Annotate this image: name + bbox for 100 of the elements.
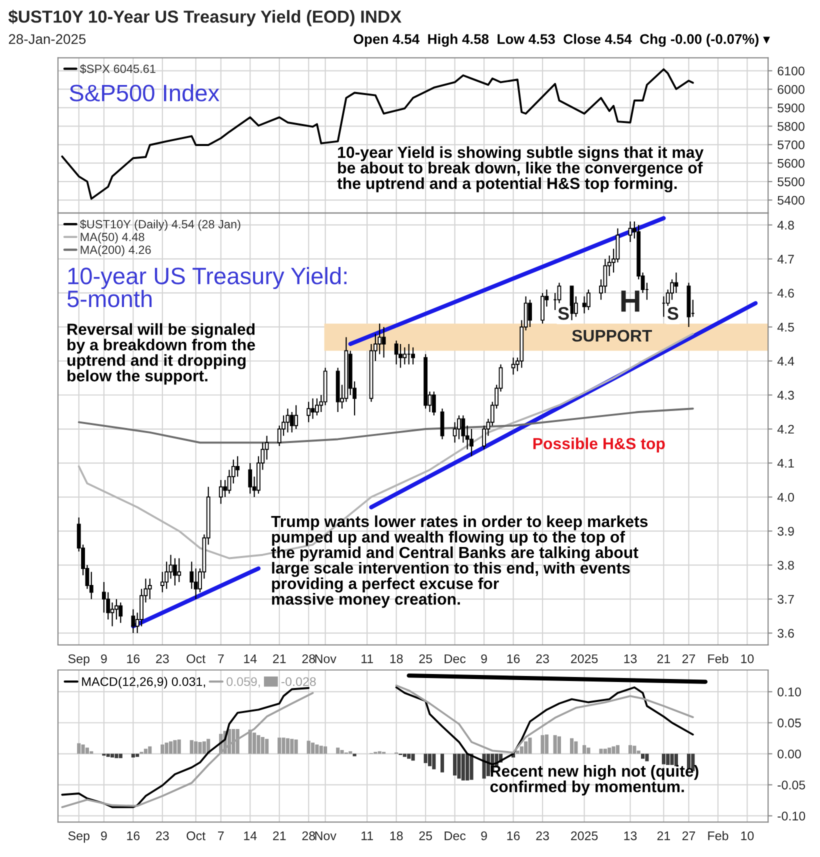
- candlestick: [306, 401, 311, 423]
- candlestick: [310, 398, 315, 420]
- bar: [315, 744, 319, 754]
- candlestick: [402, 346, 407, 365]
- bar: [457, 754, 461, 779]
- x-tick-label: Feb: [708, 654, 728, 664]
- bar: [557, 736, 562, 754]
- candlestick: [616, 228, 620, 263]
- candlestick: [248, 462, 252, 494]
- y-tick-label: 5500: [778, 177, 804, 186]
- candlestick: [290, 411, 294, 433]
- bar: [202, 741, 206, 754]
- y-tick-label: 3.8: [778, 560, 794, 570]
- y-tick-label: 4.2: [777, 424, 794, 434]
- bar: [440, 754, 444, 772]
- legend-label: MA(50) 4.48: [80, 232, 144, 244]
- bar: [599, 748, 603, 754]
- x-tick-label: 11: [362, 654, 373, 664]
- bar: [144, 748, 148, 754]
- bar: [190, 740, 194, 754]
- x-tick-label: 27: [682, 831, 696, 840]
- chart-subtitle: 28-Jan-2025: [8, 34, 86, 44]
- x-tick-label: 13: [624, 654, 637, 664]
- legend-label: 0.059,: [226, 677, 260, 688]
- x-tick-label: 23: [536, 831, 549, 840]
- annotation: Recent new high not (quite) confirmed by momentum.: [490, 765, 698, 796]
- bar: [632, 746, 636, 754]
- bar: [524, 741, 528, 754]
- legend-label: MACD(12,26,9) 0.031,: [82, 676, 206, 689]
- bar: [586, 748, 590, 754]
- bar: [173, 740, 177, 754]
- candlestick: [394, 340, 398, 365]
- annotation: $UST10Y (Daily) 4.54 (28 Jan): [80, 220, 240, 231]
- bar: [666, 754, 670, 765]
- y-tick-label: 6000: [778, 85, 804, 94]
- bar: [136, 754, 140, 757]
- x-tick-label: 16: [507, 654, 520, 664]
- candlestick: [148, 578, 152, 600]
- bar: [177, 740, 181, 754]
- x-tick-label: 9: [101, 654, 107, 664]
- x-tick-label: 10: [741, 654, 754, 664]
- y-tick-label: 4.1: [777, 458, 794, 468]
- bar: [118, 754, 122, 758]
- annotation: Possible H&S top: [533, 438, 665, 452]
- x-tick-label: Oct: [186, 831, 206, 840]
- annotation: S: [558, 307, 569, 320]
- candlestick: [218, 479, 223, 504]
- legend-label: $SPX 6045.61: [80, 64, 156, 74]
- legend-label: MA(200) 4.26: [80, 245, 151, 256]
- x-tick-label: 16: [507, 831, 520, 840]
- band-label: SUPPORT: [572, 330, 652, 342]
- x-tick-label: 23: [536, 654, 549, 664]
- bar: [294, 740, 298, 754]
- bar: [645, 754, 649, 762]
- x-tick-label: Nov: [315, 832, 336, 840]
- y-tick-label: 3.9: [778, 526, 794, 536]
- bar: [603, 748, 607, 754]
- bar: [570, 738, 574, 754]
- x-tick-label: Nov: [315, 654, 336, 664]
- x-tick-label: 21: [273, 831, 286, 840]
- x-tick-label: 7: [218, 654, 224, 664]
- candlestick: [190, 561, 194, 590]
- x-tick-label: Sep: [68, 831, 90, 843]
- candlestick: [461, 414, 466, 444]
- y-tick-label: -0.05: [778, 780, 806, 790]
- candlestick: [540, 292, 544, 324]
- x-tick-label: 14: [244, 654, 257, 664]
- bar: [198, 742, 202, 754]
- candlestick: [582, 296, 586, 314]
- bar: [168, 741, 173, 754]
- bar: [461, 754, 465, 780]
- bar: [311, 742, 315, 754]
- x-tick-label: Dec: [444, 654, 466, 664]
- x-tick-label: 11: [362, 832, 373, 840]
- candlestick: [118, 602, 123, 624]
- bar: [608, 748, 612, 754]
- bar: [324, 746, 328, 754]
- bar: [662, 754, 666, 764]
- bar: [516, 750, 520, 754]
- annotation: H: [621, 290, 640, 312]
- y-tick-label: 6100: [778, 66, 804, 76]
- y-tick-label: 5600: [778, 158, 804, 168]
- bar: [286, 738, 290, 754]
- candlestick: [286, 408, 290, 433]
- bar: [340, 750, 344, 754]
- bar: [453, 754, 457, 776]
- x-tick-label: 27: [682, 654, 696, 664]
- bar: [540, 735, 544, 754]
- candlestick: [528, 299, 532, 328]
- bar: [319, 746, 323, 754]
- candlestick: [628, 221, 632, 243]
- x-tick-label: 14: [244, 832, 257, 840]
- bar: [194, 741, 198, 754]
- bar: [85, 748, 89, 754]
- bar: [290, 738, 294, 754]
- candlestick: [227, 469, 232, 494]
- x-tick-label: Sep: [68, 654, 90, 666]
- bar: [282, 738, 286, 754]
- x-tick-label: 10: [741, 831, 754, 840]
- x-tick-label: 16: [127, 654, 140, 664]
